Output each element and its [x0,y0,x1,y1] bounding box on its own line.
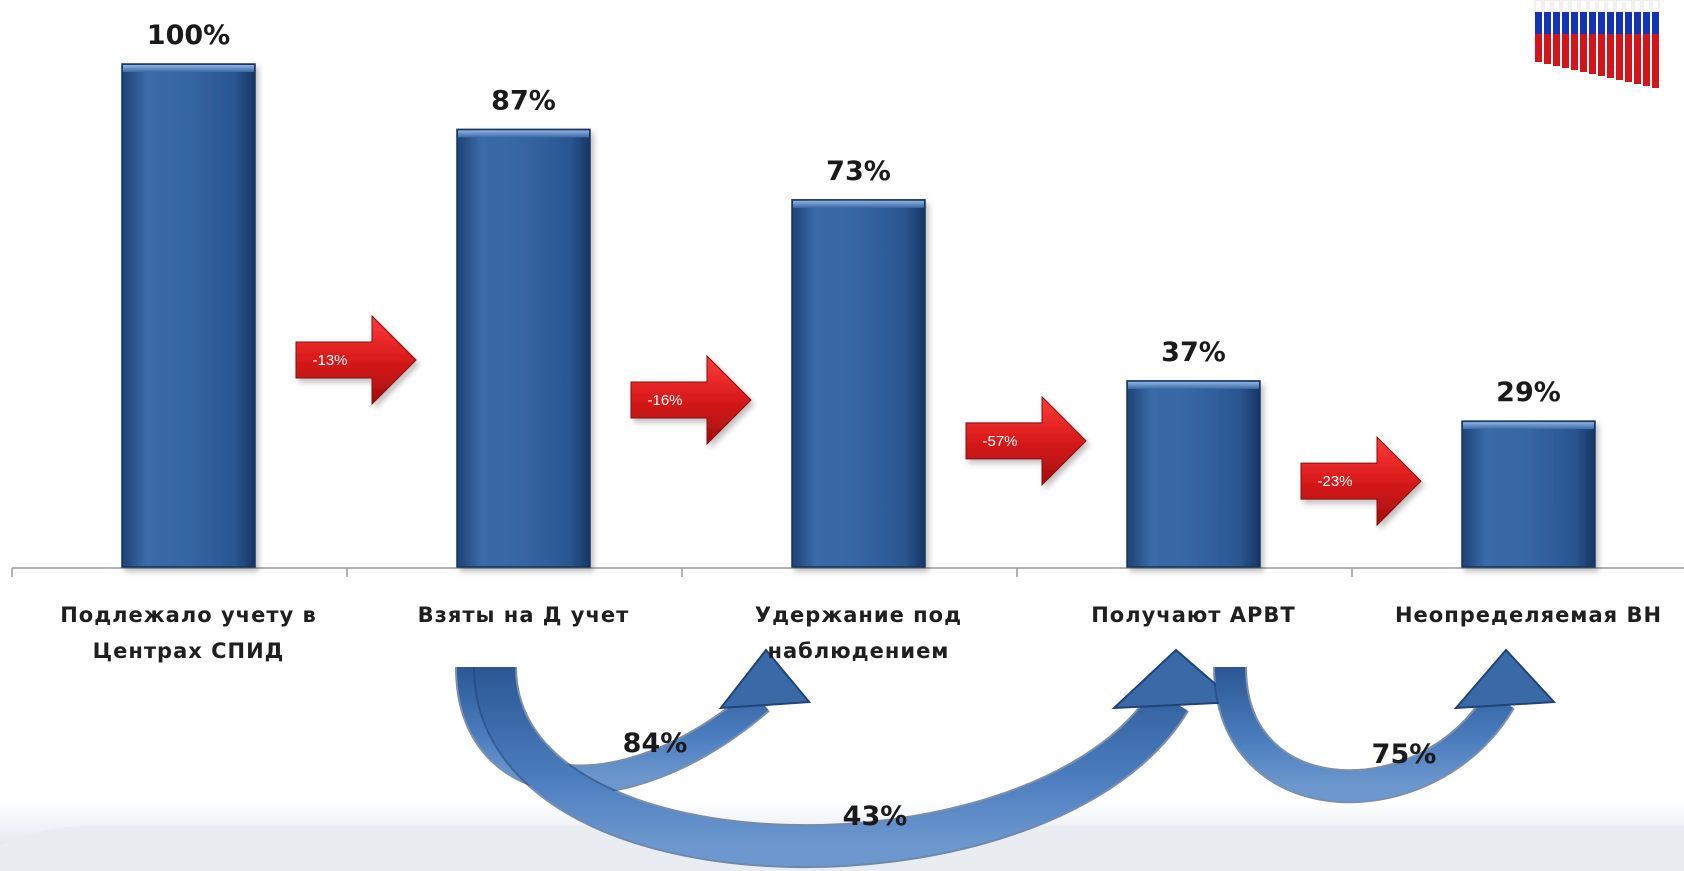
bar-value-label: 87% [491,85,556,116]
category-label: Подлежало учету в Центрах СПИД [60,603,317,663]
category-label: Удержание под наблюдением [755,603,962,663]
conversion-arrow [473,648,1239,869]
bar-value-label: 37% [1161,337,1226,368]
drop-arrow: -16% [630,354,752,446]
bar [121,63,256,568]
drop-arrow: -13% [295,314,417,406]
conversion-arrow [1213,648,1557,804]
category-labels: Подлежало учету в Центрах СПИД Взяты на Д … [60,603,1662,663]
bar [1461,420,1596,568]
conversion-label: 75% [1372,739,1437,770]
category-label: Получают АРВТ [1091,603,1296,627]
bar [1126,380,1261,568]
bar [791,199,926,568]
conversion-label: 43% [843,801,908,832]
bar-value-labels: 100% 87% 73% 37% 29% [147,20,1561,408]
flag-logo [1534,0,1660,88]
conversion-label: 84% [623,728,688,759]
drop-arrows: -13% -16% -57% -23% [295,314,1422,527]
drop-label: -57% [982,433,1017,450]
drop-label: -16% [647,392,682,409]
bars [121,63,1596,568]
conversion-labels: 84% 43% 75% [623,728,1437,832]
x-axis-ticks [11,568,1353,577]
drop-arrow: -23% [1300,435,1422,527]
bar-value-label: 29% [1496,377,1561,408]
drop-label: -13% [312,352,347,369]
bar-value-label: 100% [147,20,230,51]
conversion-arrows [455,648,1557,869]
bar-value-label: 73% [826,156,891,187]
drop-arrow: -57% [965,395,1087,487]
category-label: Неопределяемая ВН [1395,603,1662,627]
bar [456,128,591,568]
drop-label: -23% [1317,473,1352,490]
category-label: Взяты на Д учет [418,603,630,627]
